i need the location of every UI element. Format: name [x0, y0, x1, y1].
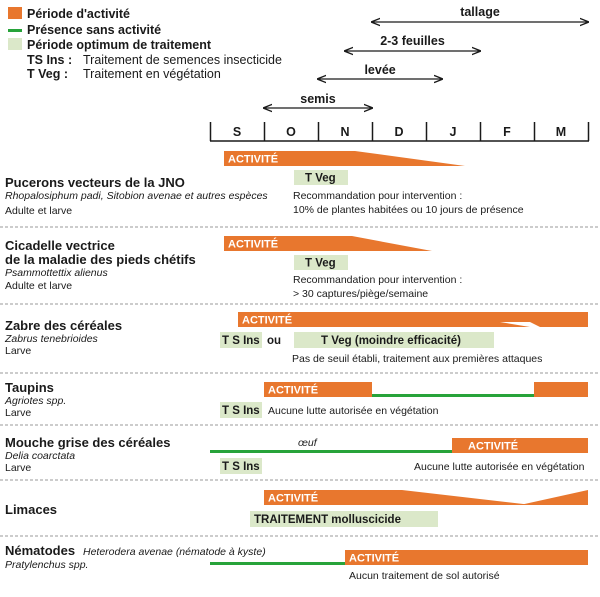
- activity-bar: [534, 382, 588, 397]
- month-label-s: S: [233, 125, 241, 139]
- activity-label: ACTIVITÉ: [468, 440, 518, 453]
- recommendation-line: Pas de seuil établi, traitement aux prem…: [292, 353, 542, 365]
- stage-tallage: tallage: [372, 5, 588, 22]
- pest-stage: Larve: [5, 407, 31, 419]
- treatment-connector: ou: [267, 335, 281, 347]
- pest-latin: Zabrus tenebrioides: [4, 333, 99, 345]
- stage-2-3-feuilles: 2-3 feuilles: [345, 34, 480, 51]
- recommendation-line: Recommandation pour intervention :: [293, 190, 462, 202]
- activity-label: ACTIVITÉ: [268, 492, 318, 505]
- pest-name: Mouche grise des céréales: [5, 435, 170, 450]
- month-label-n: N: [340, 125, 349, 139]
- activity-label: ACTIVITÉ: [228, 238, 278, 251]
- pest-row-pucerons: Pucerons vecteurs de la JNO Rhopalosiphu…: [5, 151, 524, 217]
- pest-stage: Adulte et larve: [5, 280, 72, 292]
- activity-bar-right: [520, 490, 588, 505]
- optimum-box: [220, 332, 262, 348]
- treatment-label: T Veg: [305, 173, 336, 185]
- treatment-label: T S Ins: [222, 461, 260, 473]
- svg-text:2-3 feuilles: 2-3 feuilles: [380, 34, 445, 48]
- activity-bar: [224, 236, 432, 251]
- pest-latin: Delia coarctata: [5, 450, 75, 462]
- legend-optimum-label: Période optimum de traitement: [27, 38, 212, 52]
- stage-semis: semis: [264, 92, 372, 108]
- svg-text:semis: semis: [300, 92, 335, 106]
- pest-stage: Larve: [5, 345, 31, 357]
- activity-label: ACTIVITÉ: [228, 153, 278, 166]
- pest-stage: Larve: [5, 462, 31, 474]
- legend-ts-ins-abbr: TS Ins :: [27, 53, 72, 67]
- legend-ts-ins-desc: Traitement de semences insecticide: [83, 53, 282, 67]
- recommendation-line: 10% de plantes habitées ou 10 jours de p…: [293, 204, 524, 216]
- optimum-box: [250, 511, 438, 527]
- optimum-box: [220, 402, 262, 418]
- row-dividers: [0, 226, 600, 537]
- pest-row-zabre: Zabre des céréales Zabrus tenebrioides L…: [4, 312, 588, 365]
- legend-optimum-swatch: [8, 38, 22, 50]
- legend-activity-label: Période d'activité: [27, 7, 130, 21]
- pest-name: Cicadelle vectrice: [5, 238, 115, 253]
- stage-levee: levée: [318, 63, 442, 79]
- treatment-label: T S Ins: [222, 335, 260, 347]
- pest-row-mouche-grise: Mouche grise des céréales Delia coarctat…: [5, 435, 588, 474]
- recommendation-line: > 30 captures/piège/semaine: [293, 288, 428, 300]
- svg-text:levée: levée: [364, 63, 395, 77]
- legend-activity-swatch: [8, 7, 22, 19]
- activity-bar: [452, 438, 588, 453]
- activity-bar-right: [540, 312, 588, 327]
- recommendation-line: Aucun traitement de sol autorisé: [349, 570, 500, 582]
- pest-stage: Adulte et larve: [5, 205, 72, 217]
- pest-latin-inline: Heterodera avenae (nématode à kyste): [83, 546, 266, 558]
- legend-t-veg-abbr: T Veg :: [27, 67, 68, 81]
- optimum-box: [294, 255, 348, 270]
- pest-row-taupins: Taupins Agriotes spp. Larve ACTIVITÉ T S…: [4, 380, 588, 419]
- treatment-label: TRAITEMENT molluscicide: [254, 514, 401, 526]
- legend-t-veg-desc: Traitement en végétation: [83, 67, 221, 81]
- treatment-label: T Veg (moindre efficacité): [321, 335, 461, 347]
- pest-name: Taupins: [5, 380, 54, 395]
- legend-presence-swatch: [8, 29, 22, 32]
- pest-latin: Agriotes spp.: [4, 395, 66, 407]
- treatment-label: T S Ins: [222, 405, 260, 417]
- recommendation-line: Aucune lutte autorisée en végétation: [268, 405, 439, 417]
- month-label-f: F: [503, 125, 511, 139]
- pest-row-limaces: Limaces ACTIVITÉ TRAITEMENT molluscicide: [5, 490, 588, 527]
- pest-latin: Rhopalosiphum padi, Sitobion avenae et a…: [5, 190, 268, 202]
- optimum-box: [294, 170, 348, 185]
- legend-presence-label: Présence sans activité: [27, 23, 161, 37]
- recommendation-line: Aucune lutte autorisée en végétation: [414, 461, 585, 473]
- presence-label: œuf: [298, 437, 318, 449]
- activity-bar: [345, 550, 588, 565]
- activity-bar-left: [238, 312, 530, 327]
- month-label-m: M: [556, 125, 566, 139]
- pest-row-nematodes: Nématodes Heterodera avenae (nématode à …: [5, 543, 588, 582]
- activity-bar: [264, 382, 372, 397]
- optimum-box: [294, 332, 494, 348]
- svg-text:tallage: tallage: [460, 5, 500, 19]
- activity-label: ACTIVITÉ: [242, 314, 292, 327]
- activity-bar: [224, 151, 465, 166]
- pest-name: Zabre des céréales: [5, 318, 122, 333]
- pest-name: de la maladie des pieds chétifs: [5, 252, 196, 267]
- treatment-label: T Veg: [305, 258, 336, 270]
- activity-bar: [264, 490, 532, 505]
- pest-name: Pucerons vecteurs de la JNO: [5, 175, 185, 190]
- legend: Période d'activité Présence sans activit…: [8, 7, 282, 81]
- activity-label: ACTIVITÉ: [349, 552, 399, 565]
- crop-stages: tallage 2-3 feuilles levée semis: [264, 5, 588, 108]
- recommendation-line: Recommandation pour intervention :: [293, 274, 462, 286]
- month-axis: S O N D J F M: [209, 122, 590, 142]
- month-label-d: D: [394, 125, 403, 139]
- month-label-j: J: [450, 125, 457, 139]
- pest-row-cicadelle: Cicadelle vectrice de la maladie des pie…: [5, 236, 462, 300]
- activity-label: ACTIVITÉ: [268, 384, 318, 397]
- pest-latin: Pratylenchus spp.: [5, 559, 88, 571]
- pest-name: Nématodes: [5, 543, 75, 558]
- month-label-o: O: [286, 125, 296, 139]
- pest-latin: Psammottettix alienus: [5, 267, 108, 279]
- pest-name: Limaces: [5, 502, 57, 517]
- optimum-box: [220, 458, 262, 474]
